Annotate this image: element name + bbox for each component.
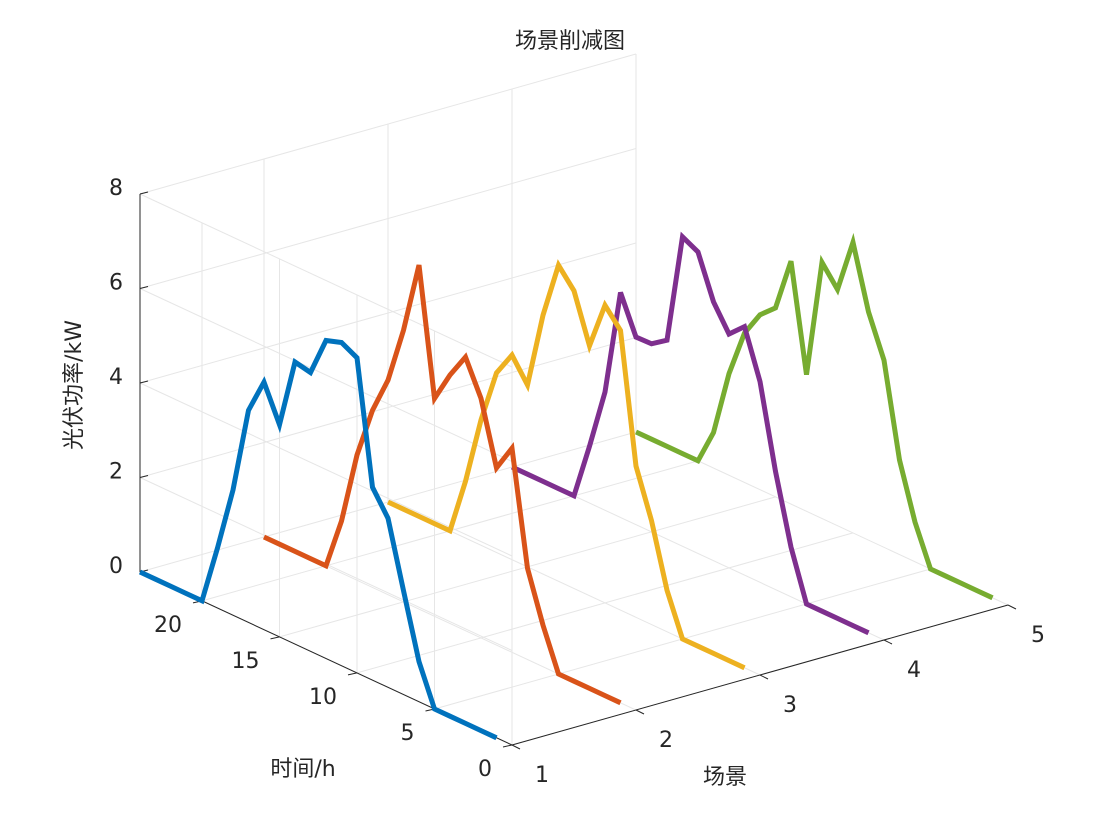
chart-title: 场景削减图 [515,29,625,54]
x-tick-label: 2 [659,728,673,753]
grid-line [356,532,854,674]
tick-mark [883,639,893,645]
x-tick-label: 5 [1031,623,1045,648]
tick-mark [270,636,280,640]
tick-mark [1007,604,1017,610]
series-line [634,232,994,601]
tick-mark [139,286,149,289]
z-tick-label: 4 [109,365,123,390]
x-tick-label: 3 [783,693,797,718]
z-axis-label: 光伏功率/kW [62,320,87,450]
z-tick-label: 2 [109,460,123,485]
x-tick-label: 1 [535,763,549,788]
y-tick-label: 10 [309,685,337,710]
x-tick-label: 4 [907,658,921,683]
z-tick-label: 6 [109,271,123,296]
tick-mark [502,744,513,748]
y-tick-label: 15 [232,649,260,674]
x-axis-label: 场景 [703,765,747,790]
z-tick-label: 0 [109,554,123,579]
z-tick-label: 8 [109,176,123,201]
grid-line [139,193,513,368]
grid-line [139,288,513,462]
series-line [510,231,870,636]
tick-mark [139,191,149,195]
grid-line [139,382,513,557]
y-tick-label: 0 [478,757,492,782]
series-line [262,264,622,706]
tick-mark [347,672,358,676]
grid-line [139,337,637,478]
grid-line [139,148,637,289]
grid-line [139,242,637,384]
tick-mark [511,744,521,750]
grid-line [139,53,637,195]
tick-mark [139,380,149,384]
tick-mark [635,709,645,715]
series-line [138,337,498,741]
y-axis-label: 时间/h [270,757,335,782]
y-tick-label: 20 [154,613,182,638]
y-tick-label: 5 [401,721,415,746]
series-line [386,259,746,671]
tick-mark [139,475,149,478]
tick-mark [759,674,769,680]
